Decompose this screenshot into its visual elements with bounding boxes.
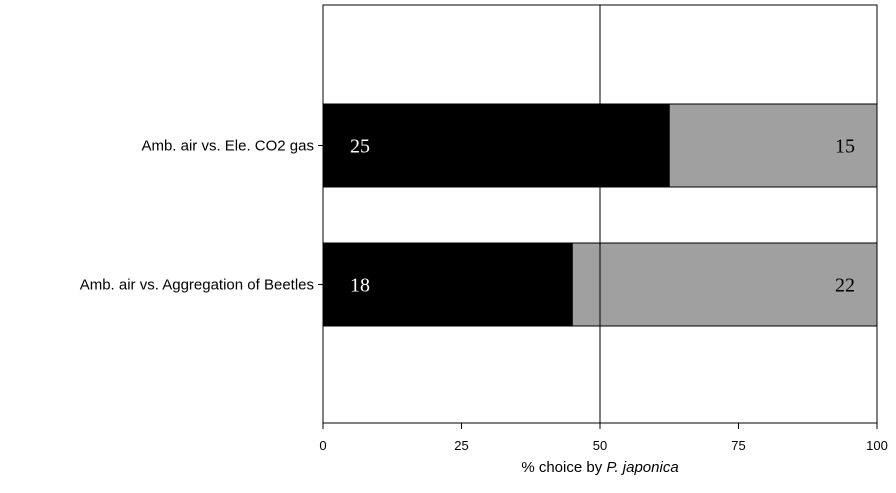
category-label: Amb. air vs. Ele. CO2 gas <box>141 138 314 155</box>
x-tick-label: 0 <box>319 438 326 453</box>
chart-marks: 25 15 18 22 <box>322 103 878 327</box>
y-axis: Amb. air vs. Ele. CO2 gas Amb. air vs. Ag… <box>80 138 323 294</box>
x-axis-title: % choice by P. japonica <box>521 459 678 476</box>
x-axis-title-italic: P. japonica <box>606 459 678 476</box>
bar-count-label: 25 <box>350 136 370 158</box>
x-tick-label: 50 <box>593 438 607 453</box>
category-label: Amb. air vs. Aggregation of Beetles <box>80 277 314 294</box>
bar-segment <box>322 242 573 327</box>
x-tick-label: 75 <box>731 438 745 453</box>
bar-segment <box>571 242 878 327</box>
x-axis-title-prefix: % choice by <box>521 459 606 476</box>
bar-count-label: 18 <box>350 275 370 297</box>
x-tick-label: 100 <box>866 438 888 453</box>
x-axis: 0 25 50 75 100 <box>319 423 888 453</box>
bar-count-label: 15 <box>835 136 855 158</box>
x-tick-label: 25 <box>454 438 468 453</box>
bar-count-label: 22 <box>835 275 855 297</box>
bar-segment <box>322 103 670 188</box>
bar-segment <box>668 103 878 188</box>
